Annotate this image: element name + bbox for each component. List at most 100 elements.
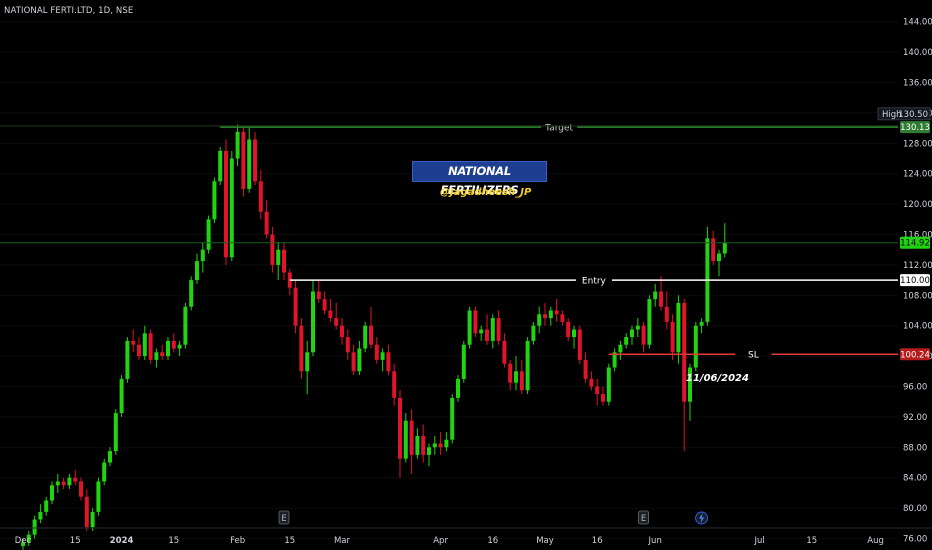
x-tick-label: May [536,536,554,546]
candle-body [479,329,484,334]
y-tick-label: 108.00 [903,291,932,301]
candle-body [693,325,698,368]
candle-body [299,325,304,372]
entry-label: Entry [582,276,607,286]
earnings-marker-icon[interactable] [278,510,290,525]
candle [229,150,234,262]
candle [554,299,559,322]
candle [44,496,49,516]
candle-body [485,329,489,341]
high-badge-value: 130.50 [898,110,928,120]
candle-body [461,344,466,379]
candle [38,504,43,524]
x-tick-label: 2024 [110,536,134,546]
target-label: Target [544,123,573,133]
candle-body [224,150,228,258]
candle [438,432,443,455]
candle [566,318,571,341]
candle-body [316,291,321,300]
high-badge-label: High [882,110,902,120]
candle-body [44,500,49,512]
earnings-marker-letter: E [281,514,286,524]
candle-body [612,352,617,368]
earnings-marker-icon[interactable] [638,510,649,525]
candle [612,348,617,372]
gridlines [0,21,898,539]
candle-body [125,340,130,379]
candle-body [264,211,269,235]
candle-body [618,344,623,353]
y-tick-label: 76.00 [903,535,927,545]
candle-body [531,325,536,341]
candle-body [572,329,576,338]
symbol-header[interactable]: NATIONAL FERTI.LTD, 1D, NSE [4,6,134,16]
candle [299,318,304,379]
candle [641,321,646,353]
candle-body [392,371,397,398]
candle [32,515,37,539]
candle [218,147,223,186]
candle-body [206,219,211,250]
candle [392,363,397,406]
candle [137,337,141,360]
candle-body [142,333,147,357]
candle-body [473,310,478,334]
candle-body [450,397,455,440]
candle-body [566,321,571,338]
y-tick-label: 80.00 [903,504,927,514]
candle [55,473,60,493]
candle [224,139,228,265]
candle-body [270,234,275,265]
candle-body [537,314,542,326]
candle [456,375,460,402]
y-tick-label: 112.00 [903,261,932,271]
x-tick-label: Aug [867,536,884,546]
candle [311,280,315,357]
candle [380,348,385,372]
candle [305,340,310,395]
candle [113,409,118,455]
candle [73,470,78,486]
level-lines: Target Entry SL [0,123,898,360]
candle [519,359,524,395]
candle [148,329,153,364]
candle [432,435,437,455]
candle-body [357,348,362,372]
candle-body [583,359,588,379]
date-annotation: 11/06/2024 [686,373,749,384]
candle-body [200,249,205,262]
candle [717,249,721,277]
candle-body [26,534,31,543]
target-badge-text: 130.13 [900,123,930,133]
candle-body [137,344,141,357]
candle [624,333,629,349]
candle-body [519,371,524,391]
candle-body [55,481,60,486]
candle-body [670,321,675,353]
candle [682,299,687,452]
candle-body [334,318,339,326]
candle [154,348,159,368]
candle-body [682,302,687,402]
candle-body [166,340,170,357]
candle-body [345,337,350,353]
candle-body [369,325,373,345]
x-axis[interactable]: Dec 15 2024 15 Feb 15 Mar Apr 16 May 16 Jun Jul 15 Aug [15,536,884,546]
y-tick-label: 84.00 [903,474,927,484]
candle-body [398,397,402,459]
candle-body [328,310,333,319]
candle [264,200,269,239]
candle [630,325,634,345]
candle [50,481,54,505]
candle [676,295,681,364]
high-badge [877,107,931,121]
candle [514,356,518,391]
candle [508,359,513,391]
candle-body [90,511,95,528]
lightning-icon [699,513,705,523]
candle [485,314,489,345]
candle [525,337,530,395]
candle-body [548,310,553,319]
candle-body [340,325,344,338]
